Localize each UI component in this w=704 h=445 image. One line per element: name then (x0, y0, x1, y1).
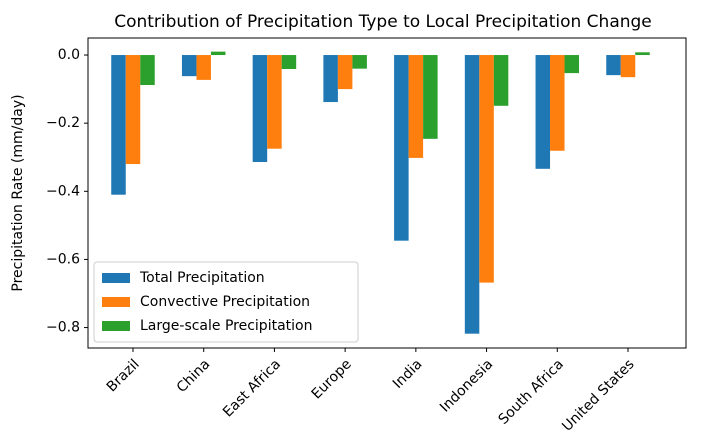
y-axis-label: Precipitation Rate (mm/day) (10, 94, 26, 291)
bar (337, 55, 353, 90)
y-tick-label: −0.4 (46, 183, 80, 199)
bar (535, 55, 551, 169)
y-tick-label: −0.8 (46, 320, 80, 336)
bar (423, 55, 438, 139)
bar (140, 55, 155, 86)
x-tick-label: United States (559, 356, 637, 434)
chart-title: Contribution of Precipitation Type to Lo… (114, 12, 652, 32)
legend-label: Large-scale Precipitation (140, 318, 312, 334)
x-tick-label: India (390, 356, 426, 392)
bar (635, 52, 650, 56)
bar (111, 55, 126, 195)
legend-swatch (102, 297, 130, 307)
bar (210, 51, 226, 56)
bar (267, 55, 282, 149)
bar (281, 55, 297, 69)
x-tick-label: China (174, 356, 214, 396)
bar (479, 55, 494, 283)
y-tick-label: 0.0 (58, 47, 80, 63)
y-tick-label: −0.2 (46, 115, 80, 131)
bar (352, 55, 367, 69)
legend-box (93, 261, 359, 343)
legend-label: Total Precipitation (139, 270, 265, 286)
bar (620, 55, 636, 78)
bar (493, 55, 509, 106)
legend-label: Convective Precipitation (140, 294, 310, 310)
x-tick-label: South Africa (495, 356, 566, 427)
bar (252, 55, 268, 162)
bar (323, 55, 338, 103)
bar (394, 55, 409, 241)
bar (464, 55, 480, 334)
x-tick-label: Europe (309, 356, 355, 402)
bar (564, 55, 580, 74)
y-tick-label: −0.6 (46, 251, 80, 267)
x-tick-label: Indonesia (437, 356, 496, 415)
bar (550, 55, 565, 151)
x-tick-label: East Africa (220, 356, 284, 420)
bar (181, 55, 197, 77)
bar (125, 55, 141, 165)
legend-swatch (102, 273, 130, 283)
plot-frame (87, 37, 687, 349)
bar (196, 55, 211, 80)
bar (408, 55, 424, 158)
x-tick-label: Brazil (104, 356, 143, 395)
legend-swatch (102, 321, 130, 331)
bar (606, 55, 621, 76)
